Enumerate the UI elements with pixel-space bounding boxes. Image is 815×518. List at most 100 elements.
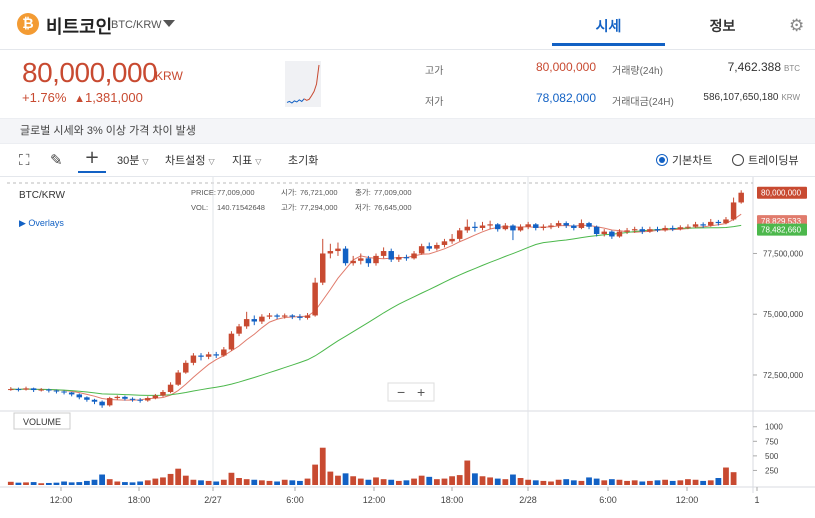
candlestick-chart[interactable]: 77,500,000 75,000,000 72,500,000 1000 750 500…: [0, 177, 815, 513]
candle-body: [342, 248, 349, 264]
candle-body: [335, 248, 341, 252]
candle-body: [540, 226, 547, 228]
volume-bar: [274, 481, 280, 485]
overlays-toggle[interactable]: ▶ Overlays: [19, 218, 64, 228]
legend-price-value: 77,009,000: [217, 188, 255, 197]
chart-toolbar: ⛶ ✎ + 30분 ▽ 차트설정 ▽ 지표 ▽ 초기화 기본차트 트레이딩뷰: [0, 144, 815, 177]
candle-body: [76, 394, 83, 398]
volume-bar: [53, 482, 60, 485]
price-chart[interactable]: 77,500,000 75,000,000 72,500,000 1000 750 500…: [0, 177, 815, 513]
basic-chart-label: 기본차트: [672, 155, 713, 167]
volume-bar: [517, 478, 524, 485]
indicators-label: 지표: [232, 155, 253, 167]
candle-body: [213, 354, 219, 356]
volume-bar: [662, 479, 669, 485]
candle-body: [304, 315, 311, 318]
volume-bar: [251, 479, 258, 485]
volume-bar: [647, 480, 653, 485]
candle-body: [289, 315, 296, 317]
volume-bar: [175, 468, 182, 485]
tradingview-radio[interactable]: 트레이딩뷰: [732, 152, 799, 168]
volume-bar: [555, 479, 562, 485]
candle-body: [129, 398, 136, 400]
mini-price-chart: [285, 61, 321, 107]
tab-info[interactable]: 정보: [709, 18, 736, 34]
candle-body: [145, 398, 151, 401]
candle-body: [563, 223, 569, 226]
candle-body: [449, 238, 455, 242]
volume-tick-label: 750: [765, 437, 779, 446]
zoom-in-button[interactable]: +: [417, 384, 425, 400]
candle-body: [205, 354, 212, 357]
chevron-down-icon: ▽: [208, 157, 215, 166]
volume-bar: [525, 479, 532, 485]
volume-bar: [182, 475, 189, 485]
legend-close-value: 77,009,000: [374, 188, 412, 197]
volume-bar: [68, 482, 75, 485]
coin-name[interactable]: 비트코인: [46, 17, 113, 37]
volume-bar: [608, 479, 615, 485]
volume-tick-label: 1000: [765, 423, 783, 432]
candle-body: [30, 388, 37, 391]
volume-24h: 7,462.388 BTC: [660, 60, 800, 74]
volume-bar: [114, 481, 121, 485]
interval-label: 30분: [117, 155, 140, 167]
candle-body: [183, 362, 189, 373]
reset-button[interactable]: 초기화: [288, 155, 319, 167]
volume-bar: [312, 464, 319, 485]
volume-bar: [418, 475, 425, 485]
volume-bar: [449, 476, 455, 485]
volume-bar: [380, 479, 387, 485]
candle-body: [631, 229, 638, 231]
indicators-select[interactable]: 지표 ▽: [232, 152, 261, 168]
volume-title: VOLUME: [23, 417, 61, 427]
chart-background: [0, 177, 815, 513]
price-label-box: [757, 223, 807, 236]
candle-body: [84, 397, 90, 400]
time-tick-label: 18:00: [128, 495, 151, 505]
tab-market-price[interactable]: 시세: [552, 0, 665, 46]
chart-settings-select[interactable]: 차트설정 ▽: [165, 152, 215, 168]
high-value: 80,000,000: [535, 60, 596, 74]
volume-bar: [631, 480, 638, 485]
time-tick-label: 12:00: [676, 495, 699, 505]
volume-bar: [289, 480, 296, 485]
gear-icon[interactable]: ⚙: [789, 16, 805, 36]
candle-body: [723, 219, 729, 224]
volume-bar: [357, 478, 364, 485]
volume-bar: [707, 480, 714, 485]
candle-body: [738, 192, 744, 203]
volume-24h-value: 7,462.388: [727, 60, 781, 74]
candle-body: [700, 224, 706, 226]
amount-unit: KRW: [781, 93, 800, 102]
chevron-down-icon[interactable]: [163, 20, 175, 27]
candle-body: [685, 226, 691, 228]
tradingview-label: 트레이딩뷰: [748, 155, 799, 167]
candle-body: [320, 253, 326, 283]
volume-bar: [426, 476, 433, 485]
volume-24h-label: 거래량(24h): [612, 66, 663, 77]
change-amount: 1,381,000: [84, 90, 143, 105]
legend-open-value: 76,721,000: [300, 188, 338, 197]
pen-icon[interactable]: ✎: [50, 151, 63, 169]
volume-bar: [243, 479, 250, 485]
zoom-out-button[interactable]: −: [397, 384, 405, 400]
volume-bar: [654, 480, 661, 485]
candle-body: [259, 316, 265, 322]
candle-body: [609, 231, 615, 237]
crosshair-icon[interactable]: +: [78, 147, 106, 173]
price-label-text: 78,482,660: [761, 226, 802, 235]
interval-select[interactable]: 30분 ▽: [117, 152, 149, 168]
candle-body: [167, 384, 174, 392]
volume-bar: [23, 482, 29, 485]
candle-body: [426, 246, 432, 249]
mini-chart-line-late: [303, 64, 320, 101]
fullscreen-icon[interactable]: ⛶: [19, 151, 30, 169]
candle-body: [198, 355, 204, 357]
volume-bar: [540, 480, 547, 485]
candle-body: [122, 396, 128, 399]
volume-title-box: [13, 412, 71, 430]
volume-bar: [122, 482, 128, 485]
header: ₿ 비트코인 BTC/KRW 시세 정보 ⚙: [0, 0, 815, 50]
basic-chart-radio[interactable]: 기본차트: [656, 152, 712, 168]
